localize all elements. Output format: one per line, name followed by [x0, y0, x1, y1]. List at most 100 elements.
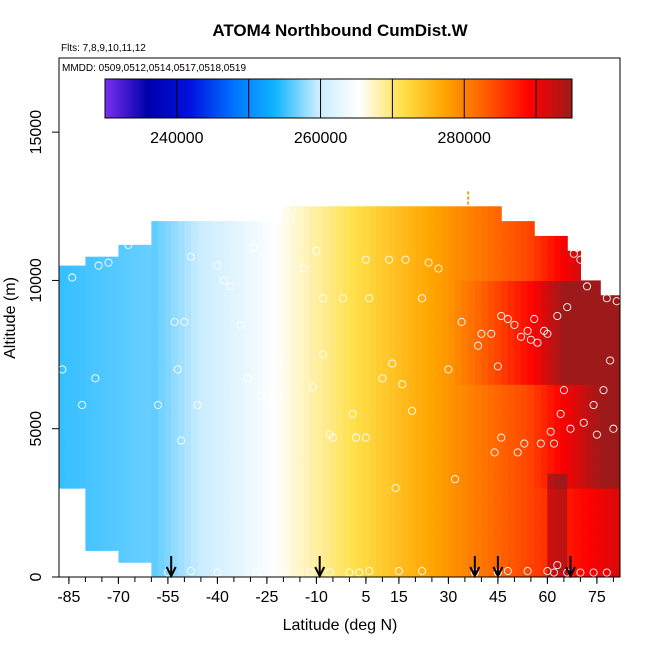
heatmap-cell — [606, 324, 614, 341]
heatmap-cell — [408, 488, 416, 504]
heatmap-cell — [389, 295, 397, 311]
heatmap-cell — [593, 413, 601, 430]
heatmap-cell — [105, 446, 113, 462]
heatmap-cell — [540, 369, 548, 385]
heatmap-cell — [501, 517, 509, 534]
heatmap-cell — [276, 250, 284, 267]
heatmap-cell — [501, 413, 509, 430]
heatmap-cell — [382, 324, 390, 341]
heatmap-cell — [177, 443, 185, 459]
x-tick-label: -10 — [305, 589, 328, 606]
heatmap-cell — [125, 473, 133, 489]
heatmap-cell — [514, 547, 522, 563]
x-tick-label: 75 — [588, 589, 606, 606]
heatmap-cell — [316, 369, 324, 385]
heatmap-cell — [329, 369, 337, 385]
sample-point — [576, 255, 585, 264]
heatmap-cell — [481, 295, 489, 311]
heatmap-cell — [349, 443, 357, 459]
heatmap-cell — [593, 428, 601, 445]
heatmap-cell — [560, 473, 568, 489]
heatmap-cell — [474, 310, 482, 326]
heatmap-cell — [111, 298, 119, 314]
heatmap-cell — [593, 324, 601, 341]
heatmap-cell — [560, 443, 568, 459]
heatmap-cell — [369, 250, 377, 267]
heatmap-cell — [567, 310, 575, 326]
heatmap-cell — [435, 280, 443, 296]
heatmap-cell — [98, 476, 106, 492]
heatmap-cell — [402, 473, 410, 489]
heatmap-cell — [375, 399, 383, 415]
heatmap-cell — [441, 547, 449, 563]
heatmap-cell — [481, 221, 489, 237]
heatmap-cell — [494, 502, 502, 519]
heatmap-cell — [422, 310, 430, 326]
heatmap-cell — [151, 354, 159, 370]
heatmap-cell — [118, 310, 126, 326]
heatmap-cell — [369, 443, 377, 459]
heatmap-cell — [144, 295, 152, 311]
heatmap-cell — [514, 413, 522, 430]
heatmap-cell — [138, 339, 146, 356]
profile-arrow-head — [469, 566, 481, 579]
heatmap-cell — [217, 354, 225, 370]
heatmap-cell — [263, 413, 271, 430]
heatmap-cell — [415, 547, 423, 563]
heatmap-cell — [422, 384, 430, 400]
heatmap-cell — [263, 517, 271, 534]
heatmap-cell — [356, 413, 364, 430]
heatmap-cell — [461, 562, 469, 577]
heatmap-cell — [270, 265, 278, 282]
heatmap-cell — [435, 547, 443, 563]
heatmap-cell — [342, 384, 350, 400]
heatmap-cell — [534, 384, 542, 400]
heatmap-cell — [270, 502, 278, 519]
heatmap-cell — [59, 310, 67, 326]
heatmap-cell — [59, 265, 67, 282]
heatmap-cell — [369, 517, 377, 534]
heatmap-cell — [567, 532, 575, 548]
sample-point — [312, 246, 321, 255]
heatmap-cell — [191, 339, 199, 356]
heatmap-cell — [441, 532, 449, 548]
heatmap-cell — [415, 265, 423, 282]
heatmap-cell — [567, 488, 575, 504]
heatmap-cell — [408, 206, 416, 222]
heatmap-cell — [184, 310, 192, 326]
heatmap-cell — [296, 413, 304, 430]
heatmap-cell — [59, 295, 67, 311]
heatmap-cell — [92, 313, 100, 329]
heatmap-cell — [395, 221, 403, 237]
heatmap-cell — [237, 250, 245, 267]
heatmap-cell — [342, 428, 350, 445]
heatmap-cell — [428, 399, 436, 415]
heatmap-cell — [316, 443, 324, 459]
heatmap-cell — [540, 324, 548, 341]
heatmap-cell — [171, 265, 179, 282]
heatmap-cell — [554, 384, 562, 400]
heatmap-cell — [92, 535, 100, 551]
x-tick-label: -55 — [156, 589, 179, 606]
heatmap-cell — [138, 250, 146, 267]
heatmap-cell — [428, 502, 436, 519]
heatmap-cell — [98, 256, 106, 270]
heatmap-cell — [296, 369, 304, 385]
profile-arrow-head — [165, 566, 177, 579]
heatmap-cell — [131, 488, 139, 504]
heatmap-cell — [521, 473, 529, 489]
heatmap-cell — [349, 280, 357, 296]
heatmap-cell — [342, 562, 350, 577]
heatmap-cell — [204, 547, 212, 563]
heatmap-cell — [375, 458, 383, 474]
heatmap-cell — [342, 250, 350, 267]
sample-point — [236, 320, 245, 329]
heatmap-cell — [507, 235, 515, 252]
heatmap-cell — [356, 458, 364, 474]
heatmap-cell — [395, 265, 403, 282]
heatmap-cell — [554, 458, 562, 474]
heatmap-cell — [85, 461, 93, 477]
heatmap-cell — [488, 235, 496, 252]
heatmap-cell — [547, 280, 555, 296]
heatmap-cell — [395, 354, 403, 370]
